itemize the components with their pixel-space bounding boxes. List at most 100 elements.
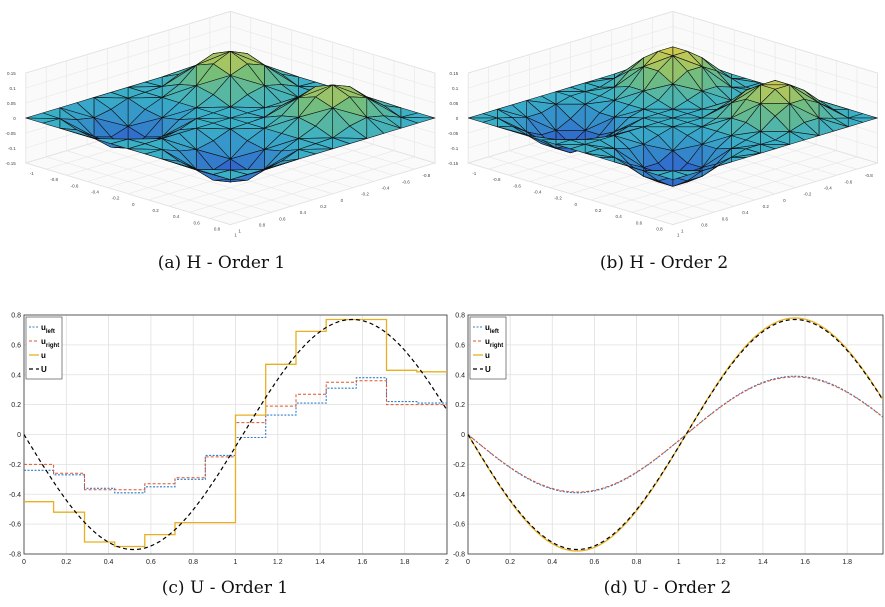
grid-line [25,162,231,225]
y-tick-label: -0.2 [361,192,369,197]
grid-line [529,144,735,207]
line-plot-c: 0 0.2 0.4 0.6 0.8 1 1.2 1.4 1.6 1.8 2 -0.8 -0.6 -0.4 -… [9,313,449,567]
x-tick-label: 0.2 [61,559,71,566]
legend-label: U [41,365,47,374]
x-tick-label: 1.8 [842,559,852,566]
grid-line [468,11,878,74]
y-tick-label: 0.8 [259,222,266,227]
surface-face [213,169,231,180]
z-tick-label: 0 [13,116,16,121]
surface-face [42,118,61,129]
y-tick-label: -0.2 [804,192,812,197]
z-tick-label: -0.1 [450,146,458,151]
y-tick-label: 0.8 [455,313,465,320]
y-tick-label: -0.2 [9,462,21,469]
surface-face [511,130,527,136]
x-tick-label: -0.2 [554,196,562,201]
y-tick-label: 0.8 [11,313,21,320]
y-tick-label: 0.2 [763,204,770,209]
surface-mesh [467,46,878,187]
x-tick-label: -0.8 [493,177,501,182]
x-tick-label: 0.2 [153,208,160,213]
z-tick-label: -0.05 [5,131,16,136]
series-group [24,318,447,551]
x-tick-label: 1 [677,233,680,238]
x-tick-label: 1.4 [315,559,325,566]
y-tick-label: -0.8 [9,552,21,559]
panel-c: 0 0.2 0.4 0.6 0.8 1 1.2 1.4 1.6 1.8 2 -0.8 -0.6 -0.4 -… [0,304,450,607]
caption-b: (b) H - Order 2 [599,253,729,273]
grid-line [488,156,694,219]
x-tick-label: 0 [132,202,135,207]
z-tick-label: 0.05 [7,101,16,106]
x-tick-label: 1.4 [758,559,768,566]
grid-line [468,162,673,225]
z-tick-label: 0.1 [452,86,459,91]
line-plot-d: 0 0.2 0.4 0.6 0.8 1 1.2 1.4 1.6 1.8 -0.8 -0.6 -0.4 -0… [453,313,884,566]
x-tick-label: 0.4 [104,559,114,566]
caption-a: (a) H - Order 1 [157,253,286,273]
z-tick-label: 0.15 [7,71,16,76]
legend-subscript: right [490,343,503,349]
x-tick-label: 0.8 [656,226,663,231]
y-tick-label: 0.2 [320,204,327,209]
x-tick-label: -1 [472,171,476,176]
grid-line [66,150,272,213]
x-tick-label: 0 [466,559,470,566]
surface-plot-a: 0.15 0.1 0.05 0 -0.05 -0.1 -0.15 -1 -0.8 -0.6 -0.4… [5,10,447,238]
x-tick-label: 1.8 [400,559,410,566]
grid-line [611,144,817,207]
x-tick-label: 2 [445,559,449,566]
x-tick-label: 1 [234,559,238,566]
series-line-u [24,318,447,548]
x-tick-label: 0.6 [193,220,200,225]
legend-subscript: left [46,329,55,335]
series-group [468,317,883,552]
grid-line [46,156,251,219]
grid-line [468,41,878,104]
series-line-U [24,318,447,551]
grid-line [652,156,858,219]
panel-d: 0 0.2 0.4 0.6 0.8 1 1.2 1.4 1.6 1.8 -0.8 -0.6 -0.4 -0… [450,304,885,607]
y-tick-label: -0.4 [382,185,390,190]
surface-face [657,170,674,180]
y-tick-label: 0.2 [455,402,465,409]
x-tick-label: 0.6 [146,559,156,566]
grid-line [468,26,878,89]
legend-label: U [485,365,491,374]
y-tick-label: -0.4 [824,185,832,190]
legend-label: u [41,351,46,360]
grid-line [25,26,436,89]
x-tick-label: 0.6 [636,220,643,225]
x-tick-label: 1.2 [273,559,283,566]
series-line-U [468,318,883,551]
caption-d: (d) U - Order 2 [603,578,732,598]
x-tick-label: 0.4 [547,559,557,566]
legend-subscript: right [46,343,59,349]
grid-line [189,150,395,213]
y-tick-label: -0.4 [9,492,21,499]
x-tick-label: -0.4 [91,189,99,194]
grid-line [25,41,436,104]
x-tick-label: 0.2 [505,559,515,566]
y-tick-label: 0.4 [11,372,21,379]
surface-mesh [25,51,436,183]
z-tick-label: -0.15 [448,161,459,166]
z-tick-label: -0.15 [5,161,16,166]
y-tick-label: 0.4 [455,372,465,379]
x-tick-label: 1 [677,559,681,566]
grid-line [631,150,837,213]
x-tick-label: 0.6 [590,559,600,566]
axes: 0 0.2 0.4 0.6 0.8 1 1.2 1.4 1.6 1.8 2 -0.8 -0.6 -0.4 -… [9,313,449,567]
axes: 0 0.2 0.4 0.6 0.8 1 1.2 1.4 1.6 1.8 -0.8 -0.6 -0.4 -0… [453,313,884,566]
grid-line [230,162,436,225]
y-tick-label: 0.4 [742,210,749,215]
y-tick-label: -0.6 [453,522,465,529]
y-tick-label: 0.6 [455,342,465,349]
series-line-u-right [468,376,883,493]
y-tick-label: 0.8 [701,222,708,227]
y-tick-label: 0 [17,432,21,439]
surface-face [144,149,163,160]
y-tick-label: -0.6 [845,179,853,184]
